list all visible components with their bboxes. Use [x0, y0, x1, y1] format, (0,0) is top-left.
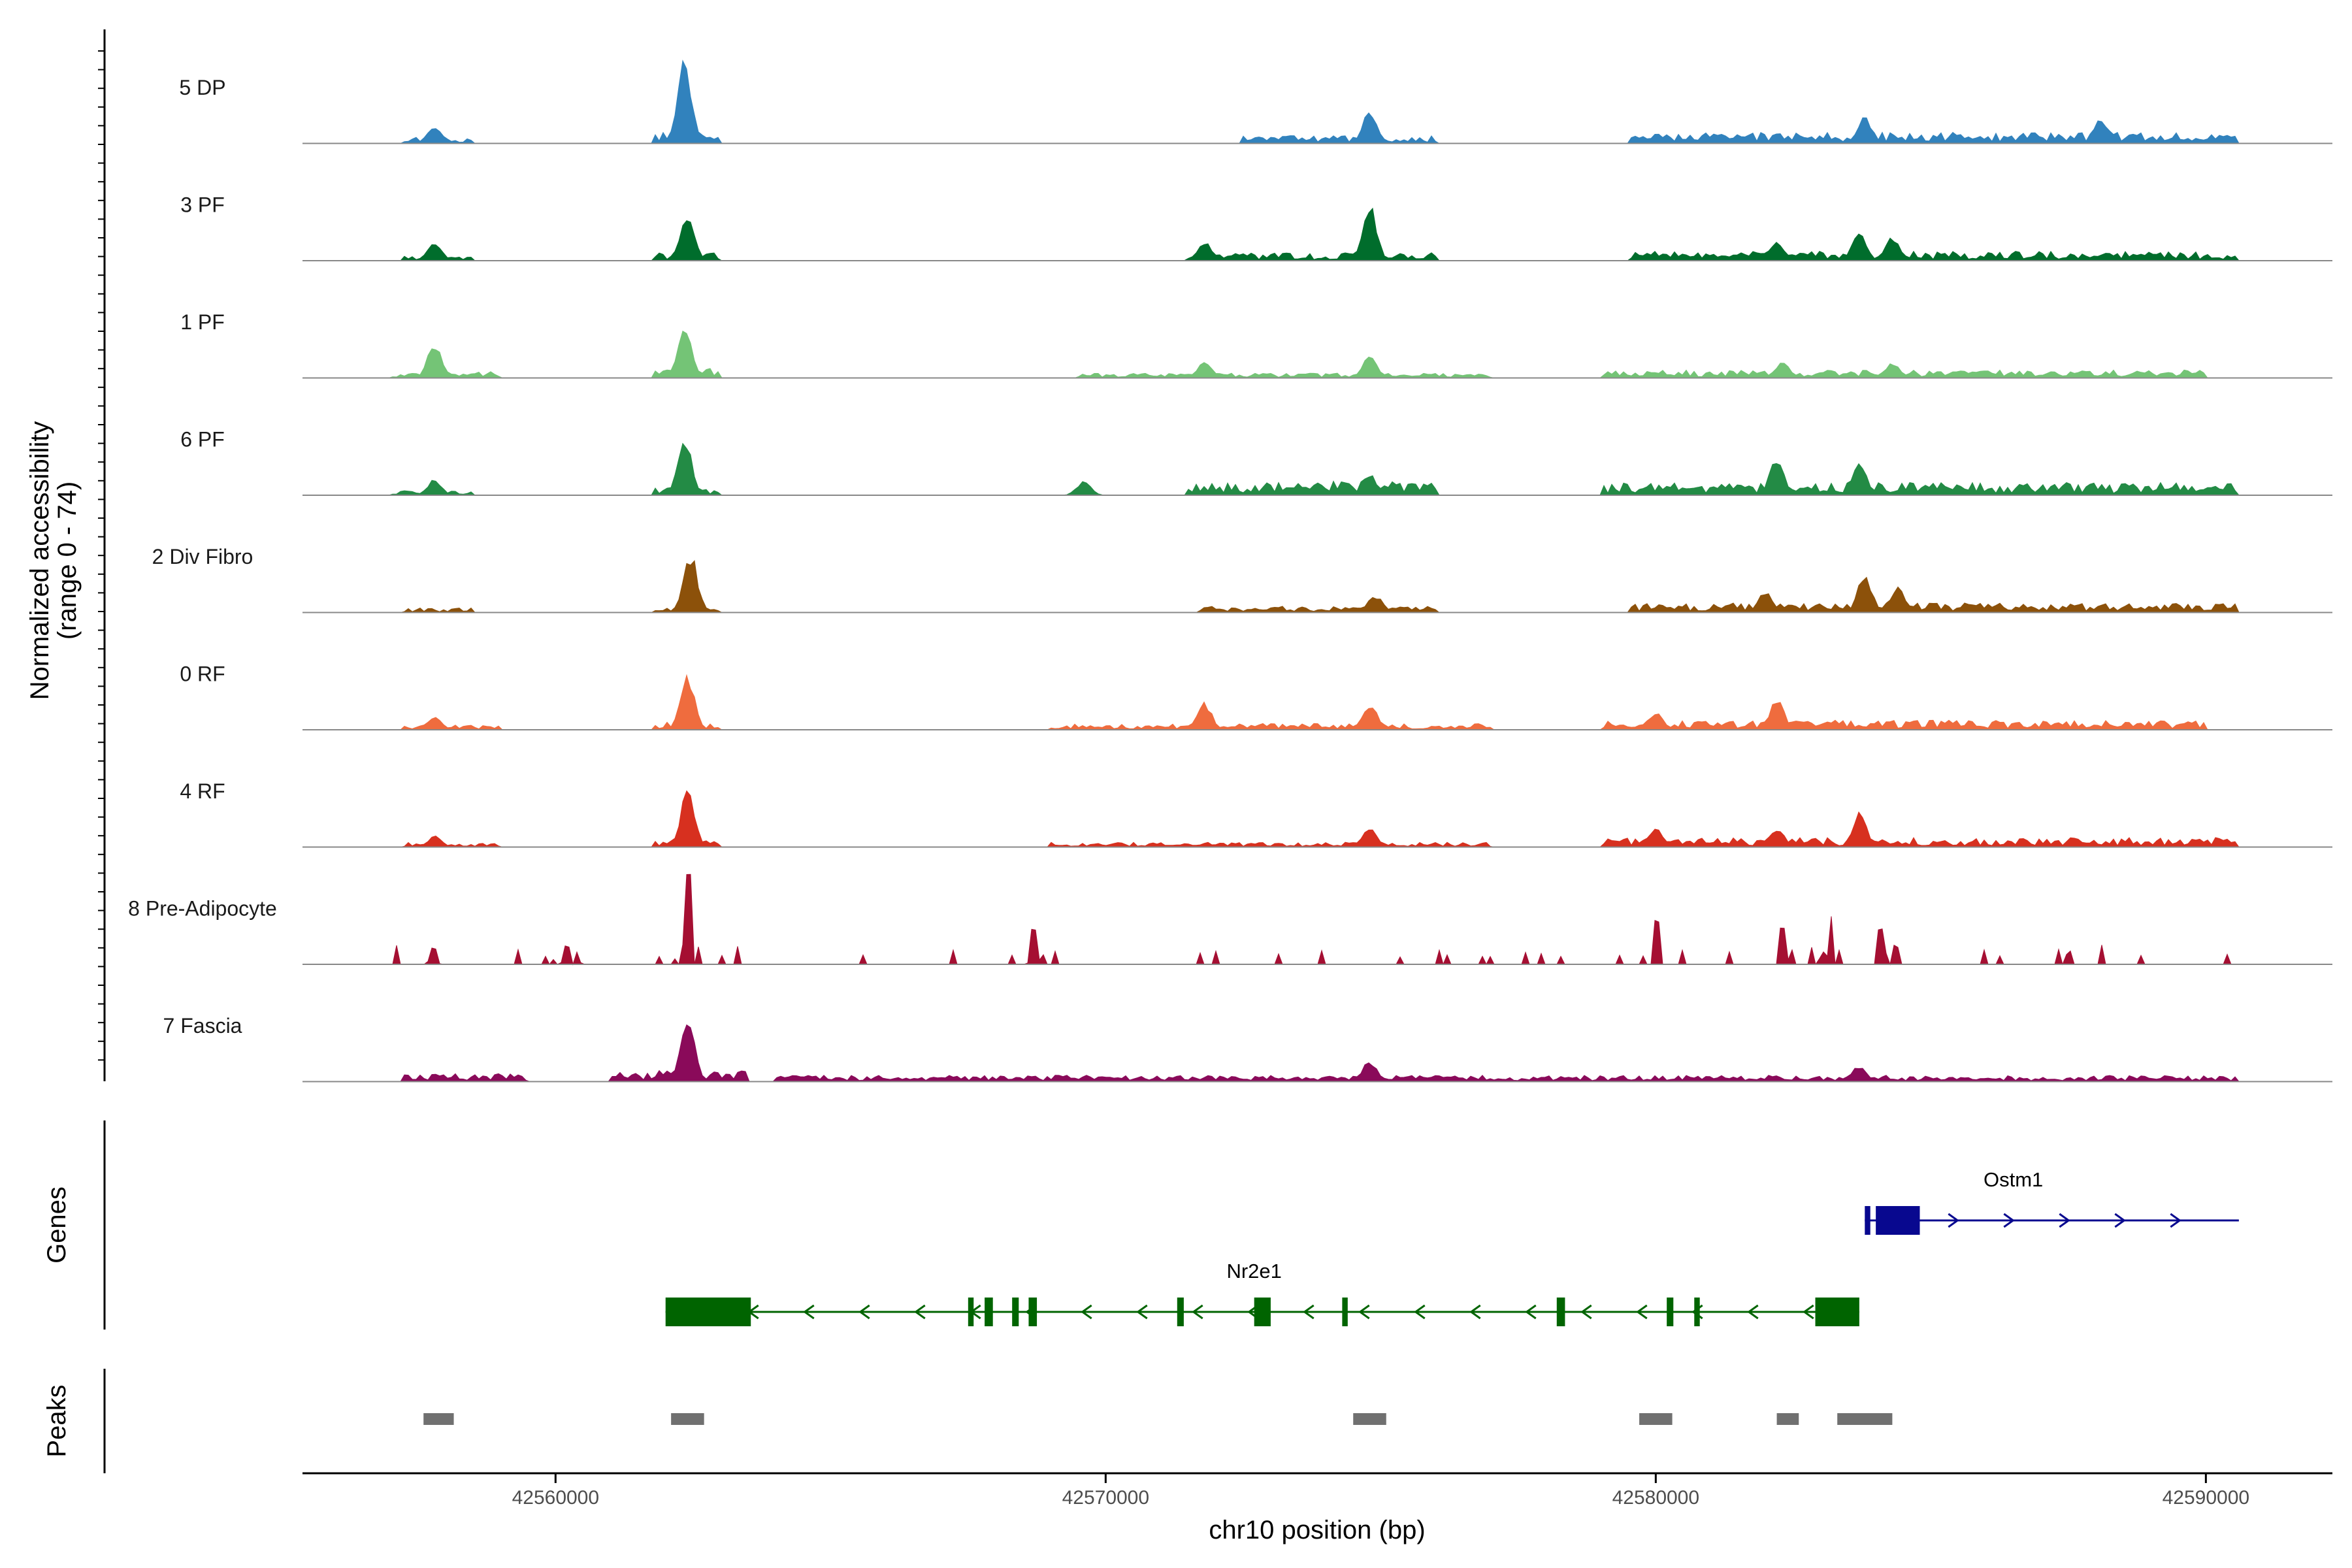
peaks-panel-label: Peaks — [42, 1384, 71, 1457]
track-label: 3 PF — [180, 193, 225, 217]
peak-region — [423, 1413, 454, 1425]
gene-exon — [1012, 1298, 1019, 1326]
strand-arrow — [1136, 1304, 1148, 1320]
strand-arrow — [2059, 1213, 2070, 1228]
coverage-area — [302, 207, 2332, 261]
track-8-pre-adipocyte: 8 Pre-Adipocyte — [128, 874, 2332, 966]
track-label: 7 Fascia — [163, 1014, 242, 1037]
coverage-area — [302, 790, 2332, 847]
track-label: 0 RF — [180, 662, 225, 686]
strand-arrow — [1636, 1304, 1648, 1320]
genes-panel-label: Genes — [42, 1186, 71, 1264]
strand-arrow — [1081, 1304, 1092, 1320]
x-tick-label: 42580000 — [1612, 1487, 1699, 1509]
gene-exon — [665, 1298, 751, 1326]
track-4-rf: 4 RF — [180, 779, 2332, 848]
strand-arrow — [1414, 1304, 1426, 1320]
strand-arrow — [1525, 1304, 1537, 1320]
strand-arrow — [1303, 1304, 1315, 1320]
x-axis: chr10 position (bp) 42560000 42570000 4258… — [302, 1472, 2332, 1544]
y-axis-title: Normalized accessibility (range 0 - 74) — [25, 421, 82, 700]
coverage-area — [302, 1024, 2332, 1082]
gene-exon — [968, 1298, 974, 1326]
track-label: 2 Div Fibro — [152, 545, 253, 568]
y-axis-title-line1: Normalized accessibility — [25, 421, 54, 700]
track-label: 1 PF — [180, 310, 225, 334]
gene-label: Ostm1 — [1984, 1168, 2043, 1191]
genes-panel: Genes Ostm1 Nr2e1 — [42, 1120, 2239, 1330]
strand-arrow — [2003, 1213, 2015, 1228]
coverage-area — [302, 560, 2332, 613]
coverage-area — [302, 674, 2332, 730]
coverage-tracks: 5 DP 3 PF 1 PF 6 PF 2 Div Fibro 0 RF 4 RF 8 Pre… — [128, 59, 2332, 1083]
track-0-rf: 0 RF — [180, 662, 2332, 730]
gene-exon — [1694, 1298, 1700, 1326]
track-3-pf: 3 PF — [180, 193, 2332, 261]
track-1-pf: 1 PF — [180, 310, 2332, 379]
strand-arrow — [1469, 1304, 1481, 1320]
x-tick-label: 42570000 — [1062, 1487, 1149, 1509]
gene-exon — [1865, 1206, 1870, 1235]
gene-label: Nr2e1 — [1226, 1260, 1281, 1282]
peak-region — [1639, 1413, 1673, 1425]
y-axis-title-line2: (range 0 - 74) — [53, 482, 82, 640]
track-label: 5 DP — [179, 76, 225, 99]
gene-ostm1: Ostm1 — [1865, 1168, 2239, 1235]
track-label: 6 PF — [180, 428, 225, 451]
peak-region — [671, 1413, 704, 1425]
strand-arrow — [1580, 1304, 1592, 1320]
peak-region — [1776, 1413, 1799, 1425]
peak-region — [1353, 1413, 1386, 1425]
track-5-dp: 5 DP — [179, 59, 2332, 144]
track-6-pf: 6 PF — [180, 428, 2332, 496]
peaks-panel: Peaks — [42, 1369, 1893, 1473]
strand-arrow — [914, 1304, 926, 1320]
track-7-fascia: 7 Fascia — [163, 1014, 2332, 1083]
gene-exon — [985, 1298, 993, 1326]
coverage-area — [302, 442, 2332, 496]
strand-arrow — [803, 1304, 815, 1320]
gene-exon — [1667, 1298, 1674, 1326]
strand-arrow — [1747, 1304, 1759, 1320]
gene-exon — [1815, 1298, 1859, 1326]
strand-arrow — [1803, 1304, 1814, 1320]
peak-region — [1837, 1413, 1893, 1425]
gene-exon — [1342, 1298, 1348, 1326]
gene-exon — [1254, 1298, 1271, 1326]
x-tick-label: 42590000 — [2163, 1487, 2249, 1509]
strand-arrow — [858, 1304, 870, 1320]
coverage-area — [302, 59, 2332, 144]
strand-arrow — [1192, 1304, 1203, 1320]
strand-arrow — [1948, 1213, 1959, 1228]
track-2-div-fibro: 2 Div Fibro — [152, 545, 2332, 613]
strand-arrow — [2170, 1213, 2181, 1228]
coverage-area — [302, 874, 2332, 966]
strand-arrow — [1358, 1304, 1370, 1320]
gene-exon — [1876, 1206, 1920, 1235]
coverage-left-axis — [98, 29, 106, 1081]
gene-nr2e1: Nr2e1 — [665, 1260, 1859, 1326]
gene-exon — [1177, 1298, 1184, 1326]
gene-exon — [1028, 1298, 1037, 1326]
strand-arrow — [2114, 1213, 2126, 1228]
track-label: 4 RF — [180, 779, 225, 803]
coverage-area — [302, 331, 2332, 378]
track-label: 8 Pre-Adipocyte — [128, 897, 277, 921]
x-tick-label: 42560000 — [512, 1487, 599, 1509]
x-axis-title: chr10 position (bp) — [1209, 1516, 1425, 1544]
gene-exon — [1556, 1298, 1565, 1326]
